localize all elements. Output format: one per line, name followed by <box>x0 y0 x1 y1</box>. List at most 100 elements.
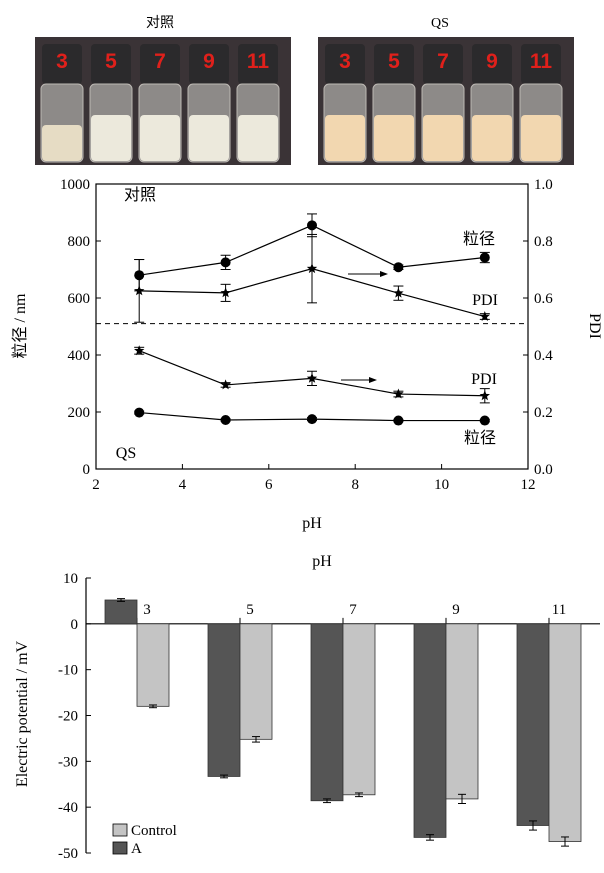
legend: Control A <box>112 823 177 857</box>
annotation-qs-label: QS <box>116 445 136 462</box>
bar-category-label: 7 <box>349 602 357 618</box>
vial-liquid <box>140 115 180 161</box>
data-point <box>307 414 317 425</box>
vial-liquid <box>325 115 365 161</box>
bar-a <box>516 623 550 826</box>
legend-label-a: A <box>131 841 142 857</box>
data-point <box>306 372 318 383</box>
annotation-control-size: 粒径 <box>463 230 495 248</box>
x-tick-label: 12 <box>521 477 536 493</box>
arrow-control <box>348 271 388 277</box>
vial-cap <box>238 44 278 84</box>
vial-liquid <box>189 115 229 161</box>
bar-y-tick-label: -20 <box>58 709 78 725</box>
annotation-control-label: 对照 <box>124 186 156 204</box>
series-pdi-qs <box>134 345 490 404</box>
bar-y-tick-label: 0 <box>71 617 79 633</box>
bar-y-tick-label: -40 <box>58 800 78 816</box>
vial: 3 <box>40 44 84 163</box>
bar-a <box>413 623 447 838</box>
vial: 9 <box>187 44 231 163</box>
y-tick-label: 1000 <box>60 177 90 193</box>
bar-group: 11 <box>516 602 582 847</box>
y2-tick-label: 0.0 <box>534 462 553 478</box>
bar-chart-title: pH <box>312 553 332 570</box>
vial-label: 11 <box>247 50 270 73</box>
series-size-qs <box>134 407 490 426</box>
bar-category-label: 5 <box>246 602 254 618</box>
arrow-qs <box>341 377 377 383</box>
y2-tick-label: 0.4 <box>534 348 553 364</box>
data-point <box>479 311 490 321</box>
vial: 3 <box>323 44 367 163</box>
y-axis-label: 粒径 / nm <box>11 293 29 358</box>
vial: 11 <box>519 44 563 163</box>
line-chart-frame <box>95 183 529 470</box>
x-tick-label: 6 <box>265 477 273 493</box>
vial-label: 7 <box>154 50 166 73</box>
vial-label: 5 <box>105 50 117 73</box>
vial-liquid <box>423 115 463 161</box>
bar-y-tick-label: -30 <box>58 754 78 770</box>
data-point <box>479 415 490 426</box>
vial-liquid <box>91 115 131 161</box>
bar-group: 7 <box>310 602 376 804</box>
data-point <box>306 263 318 274</box>
bar-group: 5 <box>207 602 273 779</box>
y2-tick-label: 0.8 <box>534 234 553 250</box>
vial-liquid <box>374 115 414 161</box>
data-point <box>134 407 145 418</box>
y2-tick-label: 0.2 <box>534 405 553 421</box>
vial-label: 9 <box>203 50 215 73</box>
photo-panel-right: QS 3 5 7 9 11 <box>318 16 574 165</box>
vial-label: 9 <box>486 50 498 73</box>
data-point <box>307 220 317 231</box>
bar-group: 9 <box>413 602 479 841</box>
data-point <box>393 262 404 273</box>
x-tick-label: 8 <box>351 477 359 493</box>
x-axis-label: pH <box>302 515 322 532</box>
data-point <box>393 388 404 399</box>
data-point <box>220 287 231 298</box>
vial-cap <box>189 44 229 84</box>
vial-label: 5 <box>388 50 400 73</box>
data-point <box>134 285 145 296</box>
vial-liquid <box>472 115 512 161</box>
bar-control <box>136 623 170 707</box>
y2-tick-label: 0.6 <box>534 291 553 307</box>
bar-y-tick-label: -10 <box>58 663 78 679</box>
bar-control <box>239 623 273 740</box>
legend-swatch-control <box>112 823 128 837</box>
bar-category-label: 3 <box>143 602 151 618</box>
bar-control <box>342 623 376 796</box>
y-tick-label: 0 <box>83 462 91 478</box>
bar-a <box>310 623 344 802</box>
vial-label: 3 <box>339 50 351 73</box>
annotation-qs-pdi: PDI <box>471 371 497 388</box>
bar-control <box>548 623 582 842</box>
data-point <box>393 287 404 298</box>
vial-cap <box>140 44 180 84</box>
data-point <box>134 345 145 356</box>
bar-a <box>104 599 138 625</box>
bar-control <box>445 623 479 800</box>
bar-category-label: 9 <box>452 602 460 618</box>
line-chart: 2 4 6 8 10 12 0 200 400 600 800 1000 0.0 0.2 0.4 0.6 0.8… <box>11 177 603 532</box>
data-point <box>479 252 490 263</box>
vial-cap <box>374 44 414 84</box>
vial: 9 <box>470 44 514 163</box>
y-tick-label: 200 <box>68 405 91 421</box>
vial-label: 3 <box>56 50 68 73</box>
annotation-qs-size: 粒径 <box>464 429 496 447</box>
series-pdi-control <box>134 233 490 323</box>
data-point <box>220 379 231 390</box>
vial-label: 7 <box>437 50 449 73</box>
y-tick-label: 800 <box>68 234 91 250</box>
vial: 5 <box>89 44 133 163</box>
y-tick-label: 400 <box>68 348 91 364</box>
vial-cap <box>325 44 365 84</box>
bar-y-tick-label: 10 <box>63 571 78 587</box>
bar-y-axis-label: Electric potential / mV <box>14 640 31 787</box>
vial: 11 <box>236 44 280 163</box>
bar-group: 3 <box>104 598 170 709</box>
